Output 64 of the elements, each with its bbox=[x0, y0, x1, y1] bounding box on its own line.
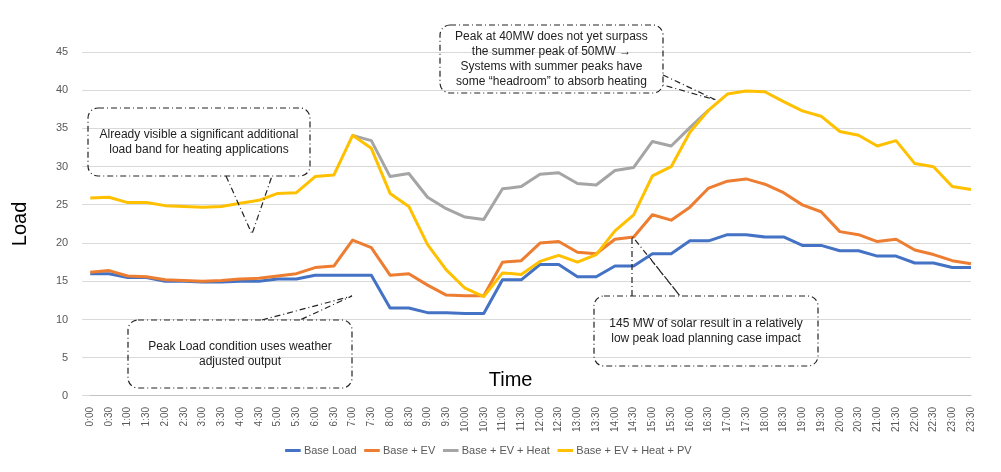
x-tick-label: 20:00 bbox=[833, 406, 845, 433]
x-tick-label: 21:30 bbox=[889, 406, 901, 433]
y-tick-label: 0 bbox=[62, 389, 69, 402]
legend-label: Base + EV + Heat bbox=[461, 443, 550, 456]
x-tick-label: 3:00 bbox=[196, 406, 208, 427]
x-tick-label: 0:30 bbox=[102, 406, 114, 427]
x-tick-label: 23:30 bbox=[964, 406, 976, 433]
x-tick-label: 12:30 bbox=[552, 406, 564, 433]
x-tick-label: 6:00 bbox=[308, 406, 320, 427]
x-tick-label: 11:00 bbox=[496, 406, 508, 432]
legend-label: Base Load bbox=[303, 443, 357, 456]
x-tick-label: 9:30 bbox=[440, 406, 452, 427]
x-tick-label: 6:30 bbox=[327, 406, 339, 427]
y-tick-label: 25 bbox=[55, 197, 69, 210]
x-tick-label: 15:00 bbox=[646, 406, 658, 433]
x-tick-label: 19:30 bbox=[814, 406, 826, 433]
x-tick-label: 9:00 bbox=[421, 406, 433, 427]
y-tick-label: 5 bbox=[62, 350, 69, 363]
x-tick-label: 1:30 bbox=[140, 406, 152, 427]
x-tick-label: 16:00 bbox=[683, 406, 695, 433]
x-tick-label: 19:00 bbox=[796, 406, 808, 433]
x-tick-label: 17:30 bbox=[739, 406, 751, 433]
legend-label: Base + EV + Heat + PV bbox=[576, 443, 693, 456]
x-tick-label: 0:00 bbox=[83, 406, 95, 427]
x-tick-label: 12:00 bbox=[533, 406, 545, 433]
x-tick-label: 10:00 bbox=[458, 406, 470, 433]
x-tick-label: 22:30 bbox=[927, 406, 939, 433]
x-tick-label: 15:30 bbox=[664, 406, 676, 433]
x-tick-label: 7:00 bbox=[346, 406, 358, 427]
y-tick-label: 10 bbox=[55, 312, 69, 325]
x-tick-label: 18:30 bbox=[777, 406, 789, 433]
x-tick-label: 13:30 bbox=[589, 406, 601, 433]
x-tick-label: 23:00 bbox=[946, 406, 958, 433]
x-tick-label: 3:30 bbox=[215, 406, 227, 427]
y-tick-label: 35 bbox=[55, 121, 69, 134]
x-tick-label: 2:30 bbox=[177, 406, 189, 427]
x-tick-label: 5:30 bbox=[290, 406, 302, 427]
x-tick-label: 5:00 bbox=[271, 406, 283, 427]
x-tick-label: 18:00 bbox=[758, 406, 770, 433]
y-tick-label: 30 bbox=[55, 159, 69, 172]
x-tick-label: 16:30 bbox=[702, 406, 714, 433]
x-tick-label: 7:30 bbox=[365, 406, 377, 427]
x-tick-label: 11:30 bbox=[515, 406, 526, 432]
x-tick-label: 2:00 bbox=[158, 406, 170, 427]
x-tick-label: 21:00 bbox=[871, 406, 883, 433]
x-tick-label: 14:30 bbox=[627, 406, 639, 433]
x-tick-label: 22:00 bbox=[908, 406, 920, 433]
x-tick-label: 4:00 bbox=[233, 406, 245, 427]
x-axis-title: Time bbox=[488, 368, 533, 391]
x-tick-label: 8:00 bbox=[383, 406, 395, 427]
legend-label: Base + EV bbox=[383, 443, 436, 456]
x-tick-label: 1:00 bbox=[121, 406, 133, 427]
x-tick-label: 14:00 bbox=[608, 406, 620, 433]
y-tick-label: 20 bbox=[55, 236, 69, 249]
x-tick-label: 13:00 bbox=[571, 406, 583, 433]
y-tick-label: 45 bbox=[55, 45, 69, 58]
x-tick-label: 17:00 bbox=[721, 406, 733, 433]
y-tick-label: 15 bbox=[55, 274, 69, 287]
y-axis-title: Load bbox=[7, 201, 30, 247]
y-tick-label: 40 bbox=[55, 83, 69, 96]
x-tick-label: 20:30 bbox=[852, 406, 864, 433]
x-tick-label: 4:30 bbox=[252, 406, 264, 427]
x-tick-label: 10:30 bbox=[477, 406, 489, 433]
x-tick-label: 8:30 bbox=[402, 406, 414, 427]
